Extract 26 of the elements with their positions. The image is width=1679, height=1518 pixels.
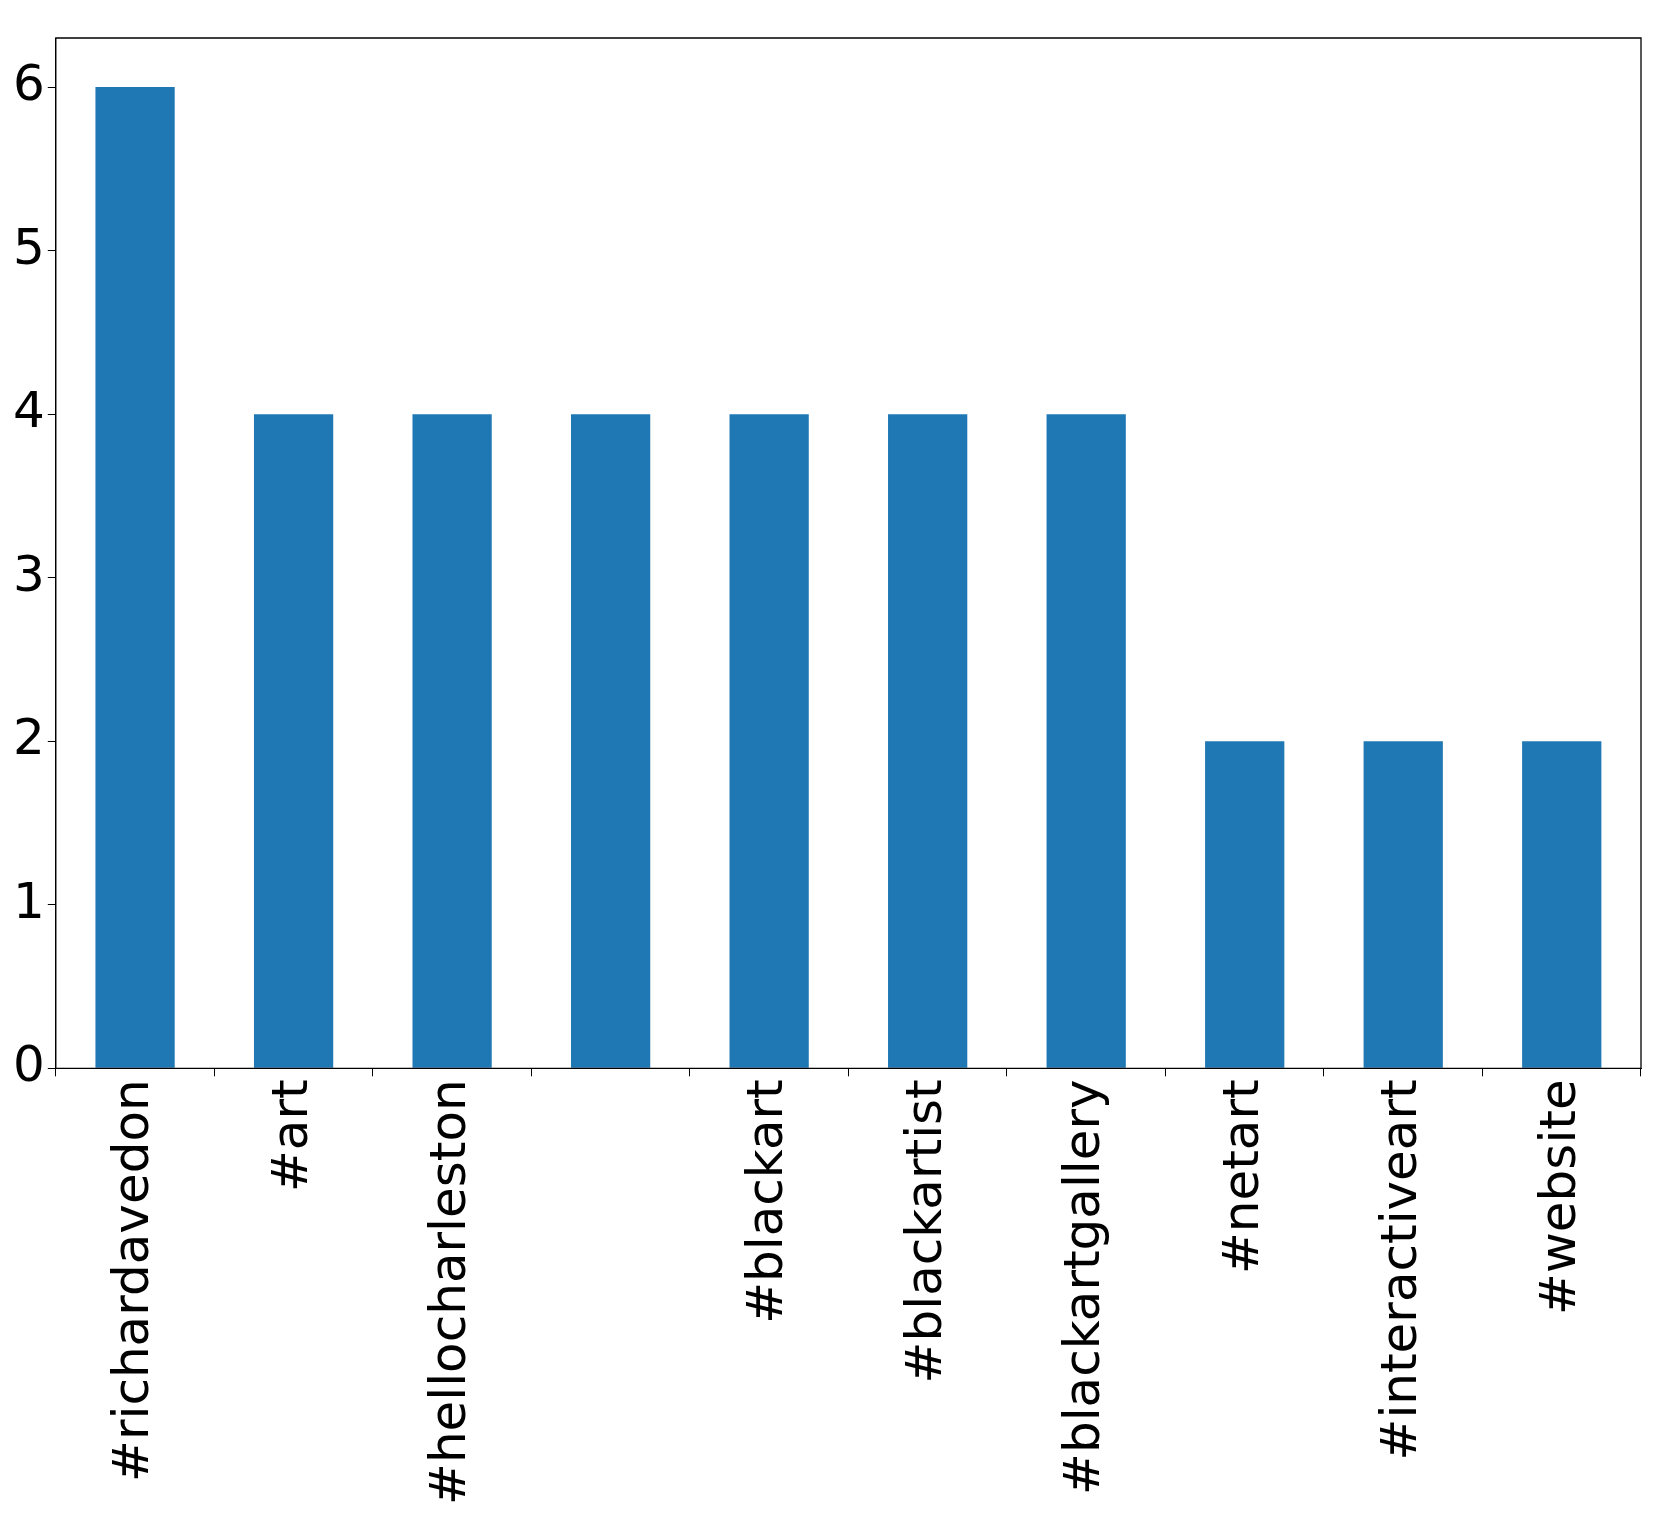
y-tick-label: 3: [13, 544, 45, 603]
y-tick-label: 1: [13, 871, 45, 930]
bar: [571, 414, 651, 1068]
bar: [1522, 741, 1602, 1068]
x-tick-label: #website: [1528, 1079, 1587, 1315]
bar: [253, 414, 334, 1068]
bar: [1205, 741, 1285, 1068]
y-tick-label: 4: [13, 381, 45, 440]
y-tick-label: 0: [13, 1035, 45, 1094]
bar: [1363, 741, 1443, 1068]
x-tick-label: #blackartgallery: [1053, 1079, 1112, 1495]
x-tick-label: #blackartist: [894, 1079, 953, 1384]
x-tick-label: #netart: [1211, 1079, 1270, 1275]
x-tick-label: #interactiveart: [1370, 1079, 1429, 1461]
x-tick-label: #richardavedon: [102, 1079, 161, 1482]
bar: [1046, 414, 1126, 1068]
x-tick-label: #blackart: [736, 1079, 795, 1324]
x-tick-label: #hellocharleston: [419, 1079, 478, 1505]
y-tick-label: 5: [13, 217, 45, 276]
bar: [729, 414, 809, 1068]
bar: [412, 414, 492, 1068]
x-tick-label: #art: [260, 1079, 319, 1193]
y-tick-label: 6: [13, 54, 45, 113]
bar: [95, 87, 175, 1068]
y-tick-label: 2: [13, 708, 45, 767]
bar: [888, 414, 968, 1068]
